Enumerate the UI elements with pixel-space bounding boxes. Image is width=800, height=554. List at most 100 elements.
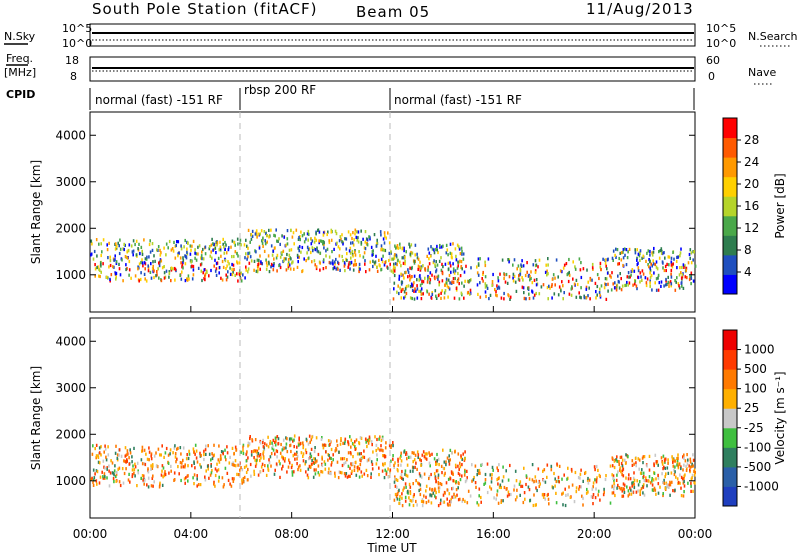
echo-cell [255,250,257,254]
echo-cell [606,271,609,275]
echo-cell [274,452,276,456]
echo-cell [693,469,695,473]
echo-cell [394,484,397,488]
echo-cell [434,277,436,281]
echo-cell [390,269,393,273]
nsearch-tick-top: 10^5 [706,22,736,35]
echo-cell [642,471,645,475]
echo-cell [211,469,213,473]
echo-cell [175,460,177,464]
echo-cell [273,233,275,237]
echo-cell [509,463,511,468]
echo-cell [329,261,332,265]
echo-cell [187,241,189,245]
echo-cell [561,270,563,274]
echo-cell [93,249,96,254]
echo-cell [634,251,637,255]
echo-cell [398,488,400,492]
echo-cell [299,464,301,468]
echo-cell [316,246,318,250]
echo-cell [582,503,584,507]
echo-cell [363,246,366,250]
echo-cell [380,448,383,452]
echo-cell [272,448,275,452]
echo-cell [245,452,248,456]
echo-cell [429,493,431,497]
echo-cell [456,266,459,270]
echo-cell [404,495,407,499]
echo-cell [439,482,442,486]
echo-cell [163,455,165,459]
echo-cell [243,475,246,479]
echo-cell [290,248,293,252]
echo-cell [677,480,680,485]
echo-cell [394,477,396,481]
echo-cell [330,238,333,242]
echo-cell [502,499,504,503]
echo-cell [282,249,285,253]
echo-cell [635,461,637,465]
echo-cell [637,489,639,493]
echo-cell [302,454,304,458]
echo-cell [218,266,221,270]
echo-cell [328,453,330,458]
echo-cell [637,261,639,265]
echo-cell [296,265,299,269]
nsky-tick-bottom: 10^0 [62,37,92,50]
echo-cell [345,257,347,261]
echo-cell [293,470,295,474]
echo-cell [412,283,414,287]
echo-cell [647,263,649,267]
echo-cell [128,462,131,466]
echo-cell [471,479,473,483]
echo-cell [392,454,394,458]
echo-cell [359,436,362,440]
echo-cell [223,251,226,255]
echo-cell [114,464,116,468]
echo-cell [393,498,396,502]
echo-cell [438,486,441,490]
echo-cell [551,277,554,281]
echo-cell [667,471,670,475]
colorbar-segment [723,274,737,295]
echo-cell [106,243,108,247]
echo-cell [161,464,164,468]
echo-cell [368,437,371,441]
echo-cell [403,290,406,294]
echo-cell [618,486,621,490]
echo-cell [191,264,193,268]
echo-cell [282,259,284,264]
echo-cell [168,239,171,244]
echo-cell [184,254,186,258]
echo-cell [403,296,405,300]
echo-cell [415,479,417,483]
echo-cell [420,297,423,301]
echo-cell [174,278,176,282]
echo-cell [283,235,285,239]
colorbar-tick-label: 500 [744,362,767,376]
echo-cell [103,472,106,476]
echo-cell [349,251,352,255]
colorbar-tick-label: -1000 [744,479,779,493]
echo-cell [484,472,487,477]
echo-cell [452,277,455,281]
echo-cell [298,443,300,447]
echo-cell [448,273,451,278]
colorbar-segment [723,369,737,390]
echo-cell [110,273,113,277]
echo-cell [216,469,218,473]
echo-cell [372,259,374,263]
echo-cell [461,474,463,478]
echo-cell [599,293,601,297]
echo-cell [327,439,330,443]
echo-cell [409,296,412,300]
echo-cell [614,253,616,257]
echo-cell [514,498,517,502]
echo-cell [604,277,607,281]
echo-cell [276,269,278,273]
echo-cell [184,279,187,283]
echo-cell [409,252,412,256]
echo-cell [513,274,516,278]
colorbar-segment [723,447,737,468]
echo-cell [409,491,412,496]
